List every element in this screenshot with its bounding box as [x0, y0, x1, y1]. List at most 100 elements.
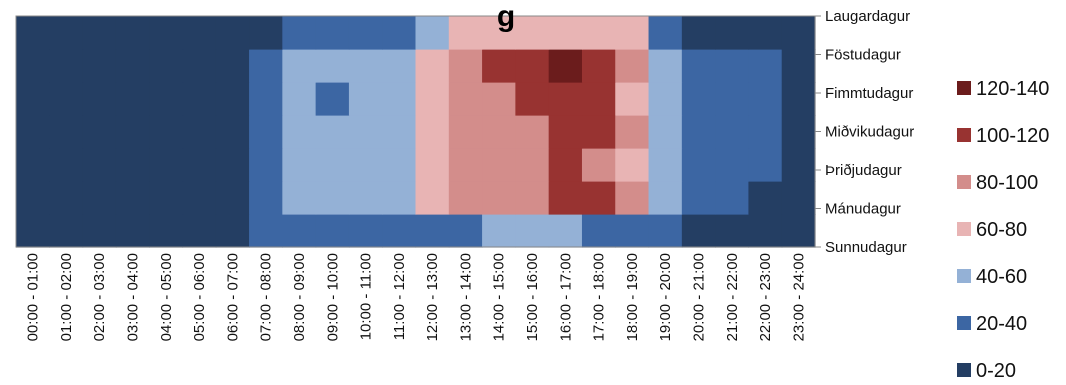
heat-cell [581, 82, 616, 116]
heat-cell [215, 148, 250, 182]
heat-cell [49, 16, 84, 50]
heat-cell [615, 49, 650, 83]
heat-cell [415, 82, 450, 116]
x-tick-label: 03:00 - 04:00 [125, 253, 142, 341]
heat-cell [49, 115, 84, 149]
y-tick-label: Mánudagur [825, 201, 901, 218]
heat-cell [515, 115, 550, 149]
heat-cell [781, 115, 816, 149]
heat-cell [149, 49, 184, 83]
legend-swatch [957, 269, 971, 283]
heat-cell [282, 148, 317, 182]
heat-cell [482, 148, 516, 182]
legend-label: 40-60 [976, 266, 1027, 288]
heat-cell [448, 16, 483, 50]
heat-cell [448, 148, 483, 182]
heat-cell [82, 115, 117, 149]
heat-cell [16, 82, 50, 116]
legend-swatch [957, 222, 971, 236]
heat-cell [715, 49, 750, 83]
legend-swatch [957, 128, 971, 142]
heat-cell [382, 181, 417, 215]
heat-cell [715, 181, 750, 215]
legend-swatch [957, 81, 971, 95]
heat-cell [415, 49, 450, 83]
heat-cell [548, 82, 583, 116]
heat-cell [748, 148, 783, 182]
x-tick-label: 07:00 - 08:00 [258, 253, 275, 341]
heat-cell [282, 16, 317, 50]
heat-cell [515, 82, 550, 116]
heat-cell [115, 181, 150, 215]
heat-cell [382, 148, 417, 182]
heat-cell [115, 16, 150, 50]
heat-cell [615, 82, 650, 116]
heat-cell [182, 214, 217, 248]
x-tick-label: 12:00 - 13:00 [424, 253, 441, 341]
heat-cell [781, 214, 816, 248]
heat-cell [215, 49, 250, 83]
heat-cell [581, 16, 616, 50]
heat-cell [448, 82, 483, 116]
heat-cell [282, 181, 317, 215]
heat-cell [215, 16, 250, 50]
heat-cell [215, 82, 250, 116]
y-tick-label: Þriðjudagur [825, 162, 902, 179]
heat-cell [715, 115, 750, 149]
legend-label: 100-120 [976, 125, 1049, 147]
heat-cell [581, 181, 616, 215]
heat-cell [448, 115, 483, 149]
legend-label: 60-80 [976, 219, 1027, 241]
heat-cell [581, 115, 616, 149]
heat-cell [482, 16, 516, 50]
heat-cell [149, 115, 184, 149]
heat-cell [82, 82, 117, 116]
heat-cell [82, 49, 117, 83]
heat-cell [115, 82, 150, 116]
heat-cell [648, 16, 683, 50]
heat-cell [681, 214, 716, 248]
heat-cell [548, 148, 583, 182]
y-tick-label: Sunnudagur [825, 239, 907, 256]
heat-cell [149, 16, 184, 50]
heat-cell [448, 49, 483, 83]
legend: 120-140 100-120 80-100 60-80 40-60 20-40 0-20 [957, 78, 1049, 382]
heat-cell [249, 214, 283, 248]
heat-cell [16, 181, 50, 215]
heat-cell [648, 148, 683, 182]
heat-cell [348, 16, 383, 50]
x-tick-label: 10:00 - 11:00 [358, 253, 375, 340]
heat-cell [182, 49, 217, 83]
heat-cell [348, 214, 383, 248]
x-tick-label: 20:00 - 21:00 [691, 253, 708, 341]
heat-cell [315, 214, 350, 248]
heat-cell [315, 181, 350, 215]
heat-cell [548, 181, 583, 215]
heat-cell [49, 82, 84, 116]
heat-cell [681, 181, 716, 215]
heat-cell [49, 49, 84, 83]
heat-cell [115, 214, 150, 248]
legend-label: 80-100 [976, 172, 1038, 194]
heat-cell [149, 214, 184, 248]
heat-cell [482, 181, 516, 215]
x-tick-label: 04:00 - 05:00 [158, 253, 175, 341]
heat-cell [781, 16, 816, 50]
heat-cell [482, 49, 516, 83]
heat-cell [648, 82, 683, 116]
heat-cell [315, 16, 350, 50]
heat-cell [415, 214, 450, 248]
heat-cell [348, 82, 383, 116]
heat-cell [282, 115, 317, 149]
heat-cell [115, 115, 150, 149]
heat-cell [115, 148, 150, 182]
heat-cell [249, 49, 283, 83]
heat-cell [748, 82, 783, 116]
heat-cell [16, 49, 50, 83]
heat-cell [382, 214, 417, 248]
heat-cell [615, 16, 650, 50]
heat-cell [482, 214, 516, 248]
heat-cell [415, 148, 450, 182]
x-tick-label: 23:00 - 24:00 [790, 253, 807, 341]
x-tick-label: 16:00 - 17:00 [557, 253, 574, 341]
